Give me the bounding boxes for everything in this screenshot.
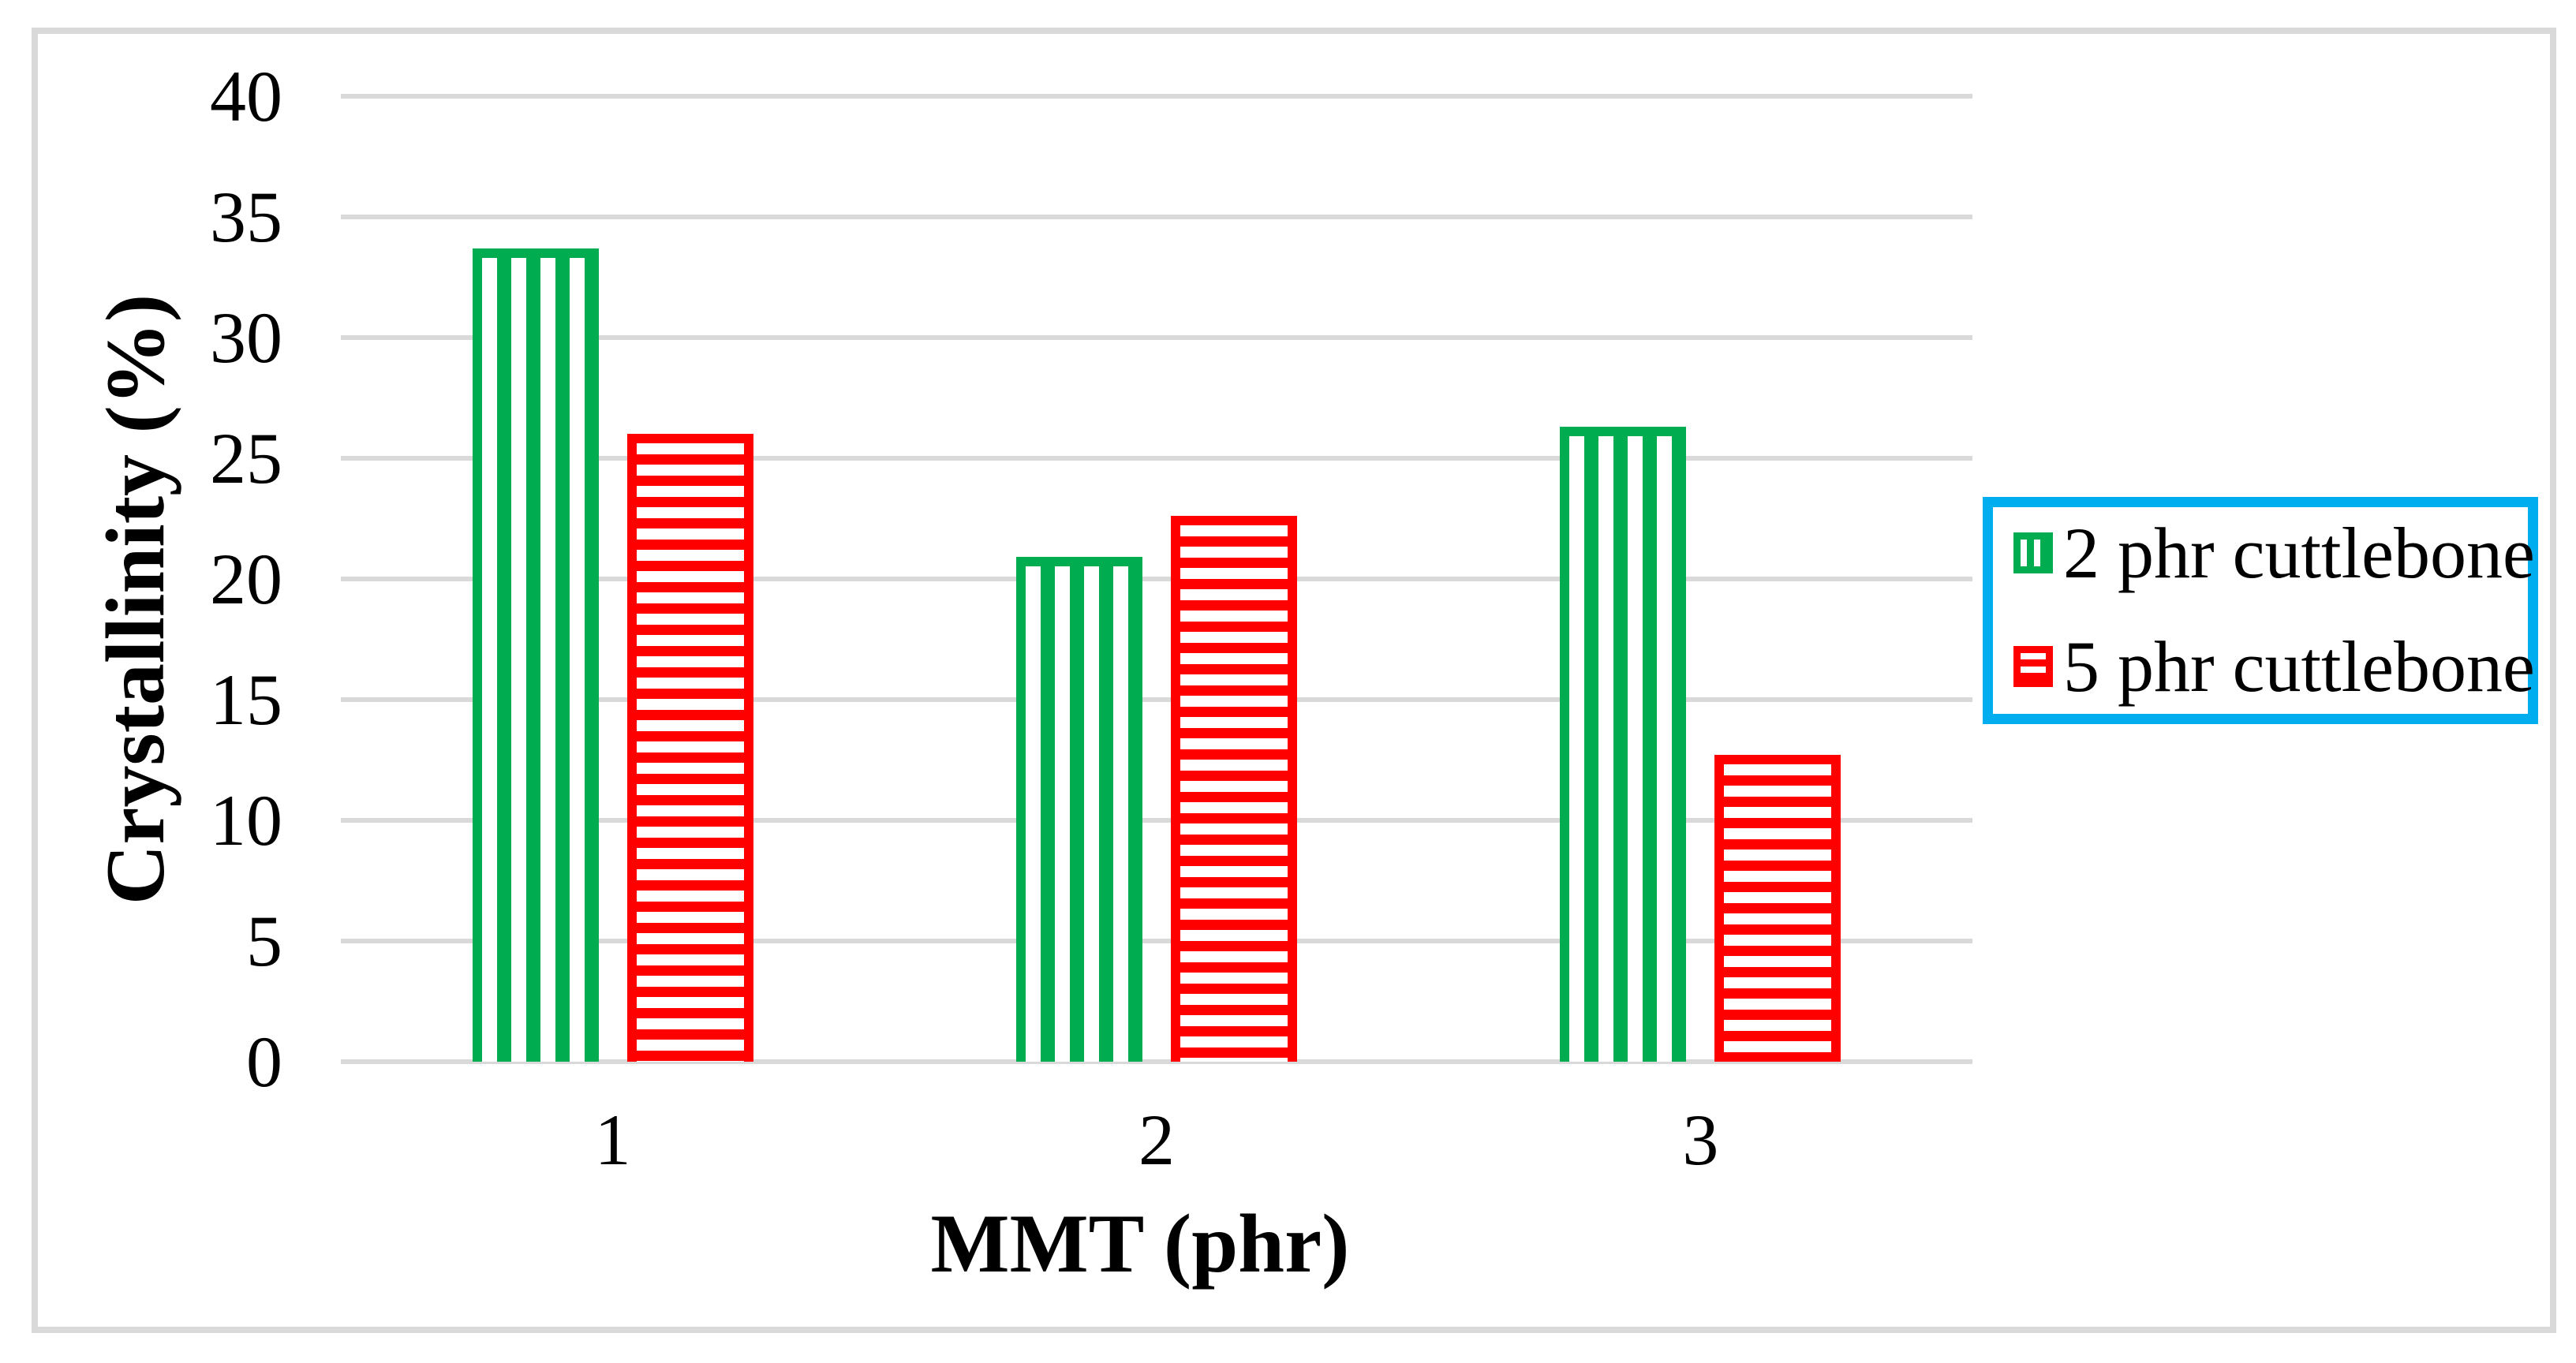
gridline [341,1059,1972,1064]
bar-2-phr-cuttlebone-MMT-1 [472,248,599,1062]
y-tick-label-0: 0 [246,1021,282,1102]
y-tick-label-15: 15 [210,659,282,740]
bar-2-phr-cuttlebone-MMT-3 [1560,427,1687,1062]
gridline [341,456,1972,461]
x-tick-label-2: 2 [1138,1100,1175,1180]
legend-item: 2 phr cuttlebone [2013,517,2535,589]
gridline [341,697,1972,702]
y-tick-label-10: 10 [210,780,282,861]
green-striped-swatch-icon [2013,532,2053,573]
gridline [341,215,1972,219]
gridline [341,94,1972,99]
legend-box: 2 phr cuttlebone 5 phr cuttlebone [1983,497,2538,724]
y-tick-label-25: 25 [210,418,282,499]
y-tick-label-20: 20 [210,539,282,619]
bar-5-phr-cuttlebone-MMT-3 [1714,755,1841,1062]
y-tick-label-35: 35 [210,177,282,257]
y-tick-label-30: 30 [210,297,282,378]
bar-2-phr-cuttlebone-MMT-2 [1016,557,1142,1062]
x-tick-label-1: 1 [594,1100,631,1180]
gridline [341,939,1972,943]
x-axis-title: MMT (phr) [930,1197,1350,1290]
plot-area [341,94,1972,1064]
y-tick-label-5: 5 [246,901,282,981]
legend-item: 5 phr cuttlebone [2013,630,2535,703]
legend-label: 5 phr cuttlebone [2063,626,2535,707]
red-striped-swatch-icon [2013,646,2053,687]
y-tick-label-40: 40 [210,56,282,136]
gridline [341,577,1972,581]
bar-5-phr-cuttlebone-MMT-2 [1171,516,1297,1062]
gridline [341,818,1972,823]
x-tick-label-3: 3 [1682,1100,1719,1180]
gridline [341,335,1972,340]
legend-label: 2 phr cuttlebone [2063,513,2535,593]
figure-border-frame [32,28,2556,1333]
bar-5-phr-cuttlebone-MMT-1 [626,434,753,1062]
